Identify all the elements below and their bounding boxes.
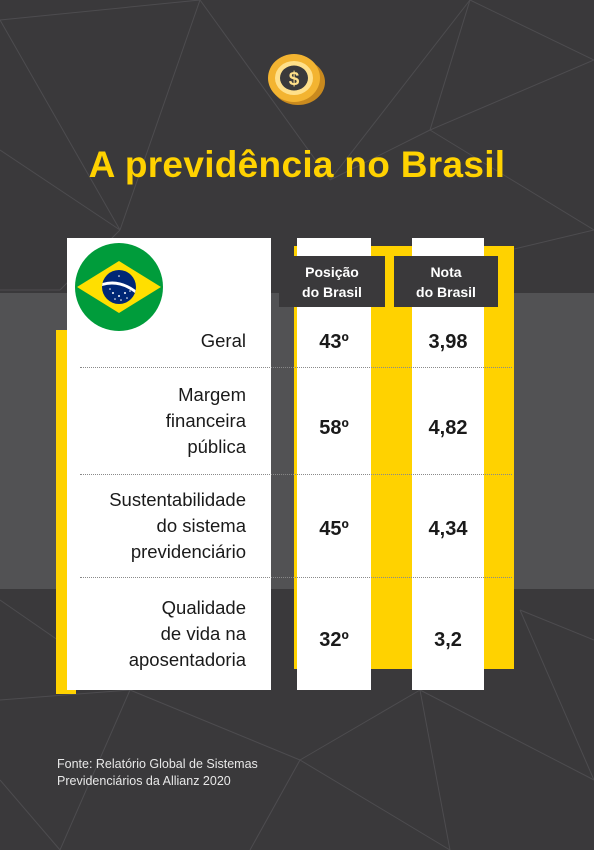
- row-label-line: Qualidade: [161, 597, 246, 618]
- score-value: 4,82: [428, 417, 468, 439]
- row-label-line: previdenciário: [130, 541, 246, 562]
- row-label-line: financeira: [165, 410, 246, 431]
- row-label-margem: Margem financeira pública: [166, 382, 246, 460]
- score-value: 3,98: [428, 331, 468, 353]
- header-score: Nota do Brasil: [394, 256, 498, 307]
- header-position-line2: do Brasil: [302, 283, 362, 300]
- row-divider: [80, 474, 512, 475]
- source-line: Fonte: Relatório Global de Sistemas: [57, 757, 258, 771]
- score-value: 4,34: [428, 518, 468, 540]
- row-label-line: pública: [187, 436, 246, 457]
- score-value: 3,2: [434, 629, 462, 651]
- header-position-line1: Posição: [305, 263, 359, 280]
- row-label-sustentabilidade: Sustentabilidade do sistema previdenciár…: [109, 487, 246, 565]
- row-label-line: de vida na: [160, 623, 246, 644]
- row-label-line: do sistema: [156, 515, 246, 536]
- row-label-qualidade: Qualidade de vida na aposentadoria: [129, 595, 246, 673]
- position-value: 43º: [319, 331, 349, 353]
- position-column: [297, 238, 371, 690]
- brazil-flag-icon: [75, 243, 163, 331]
- position-value: 45º: [319, 518, 349, 540]
- source-line: Previdenciários da Allianz 2020: [57, 774, 231, 788]
- row-label-line: Geral: [200, 330, 246, 351]
- header-position: Posição do Brasil: [279, 256, 385, 307]
- page-title: A previdência no Brasil: [88, 144, 506, 185]
- dollar-coin-icon: $: [268, 54, 325, 105]
- header-score-line1: Nota: [430, 263, 462, 280]
- row-label-line: Sustentabilidade: [109, 489, 246, 510]
- row-label-line: Margem: [178, 384, 246, 405]
- score-column: [412, 238, 484, 690]
- row-divider: [80, 367, 512, 368]
- position-value: 32º: [319, 629, 349, 651]
- row-divider: [80, 577, 512, 578]
- position-value: 58º: [319, 417, 349, 439]
- row-label-geral: Geral: [201, 328, 246, 354]
- header-score-line2: do Brasil: [416, 283, 476, 300]
- source-note: Fonte: Relatório Global de Sistemas Prev…: [57, 756, 258, 790]
- row-label-line: aposentadoria: [128, 649, 246, 670]
- svg-text:$: $: [289, 69, 300, 90]
